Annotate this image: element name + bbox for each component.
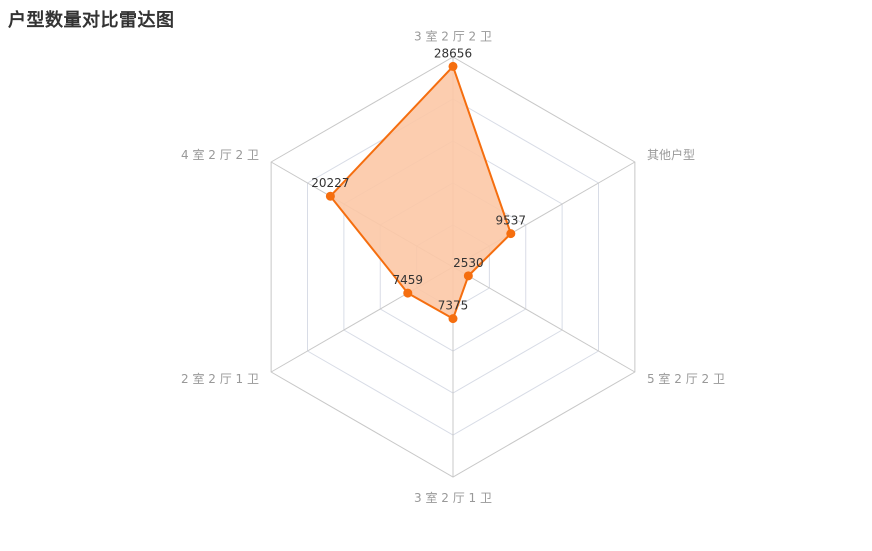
data-label: 7375 bbox=[438, 299, 469, 313]
data-point bbox=[403, 288, 413, 298]
data-point bbox=[463, 271, 473, 281]
chart-title: 户型数量对比雷达图 bbox=[8, 10, 175, 31]
axis-label: 3 室 2 厅 2 卫 bbox=[414, 29, 492, 44]
data-point bbox=[448, 314, 458, 324]
data-label: 20227 bbox=[311, 176, 349, 190]
data-label: 2530 bbox=[453, 256, 484, 270]
data-point bbox=[325, 191, 335, 201]
data-label: 28656 bbox=[434, 46, 472, 60]
axis-spoke bbox=[452, 266, 636, 373]
data-point bbox=[506, 229, 516, 239]
axis-label: 5 室 2 厅 2 卫 bbox=[647, 371, 725, 386]
data-label: 9537 bbox=[496, 214, 527, 228]
axis-label: 2 室 2 厅 1 卫 bbox=[181, 371, 259, 386]
data-point bbox=[448, 61, 458, 71]
axis-label: 3 室 2 厅 1 卫 bbox=[414, 490, 492, 505]
radar-points bbox=[325, 61, 516, 324]
axis-label: 其他户型 bbox=[647, 147, 695, 162]
radar-value-labels: 28656 9537 2530 7375 7459 20227 bbox=[311, 46, 526, 312]
axis-label: 4 室 2 厅 2 卫 bbox=[181, 147, 259, 162]
data-label: 7459 bbox=[393, 273, 424, 287]
